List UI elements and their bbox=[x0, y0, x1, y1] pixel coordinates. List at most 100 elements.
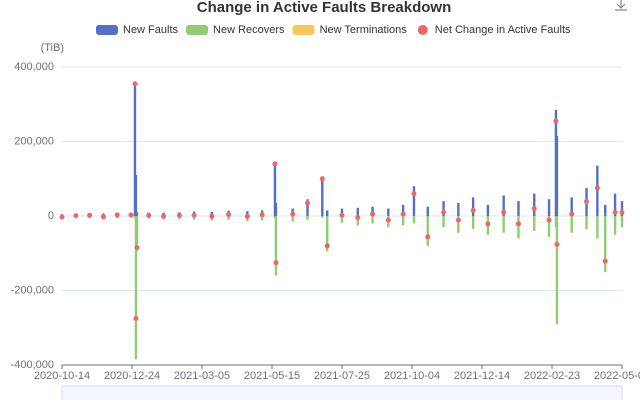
bar bbox=[556, 136, 558, 216]
net-point bbox=[209, 214, 214, 219]
net-point bbox=[370, 212, 375, 217]
x-tick-label: 2021-03-05 bbox=[174, 370, 230, 382]
net-point bbox=[129, 212, 134, 217]
bar bbox=[275, 216, 277, 276]
net-point bbox=[595, 186, 600, 191]
net-point bbox=[73, 213, 78, 218]
net-point bbox=[501, 210, 506, 215]
net-point bbox=[134, 245, 139, 250]
net-point bbox=[569, 212, 574, 217]
bar bbox=[371, 216, 373, 223]
plot bbox=[60, 81, 625, 359]
net-point bbox=[87, 213, 92, 218]
bar bbox=[402, 216, 404, 225]
bar bbox=[596, 166, 598, 216]
legend-swatch bbox=[186, 25, 208, 35]
bar bbox=[427, 207, 429, 216]
x-tick-label: 2021-07-25 bbox=[314, 370, 370, 382]
bar bbox=[387, 209, 389, 216]
y-unit: (TiB) bbox=[41, 42, 64, 54]
net-point bbox=[603, 259, 608, 264]
bar bbox=[533, 216, 535, 231]
chart-title: Change in Active Faults Breakdown bbox=[197, 0, 452, 16]
legend-label: New Recovers bbox=[213, 24, 285, 36]
bar bbox=[571, 216, 573, 233]
bar bbox=[517, 201, 519, 216]
bar bbox=[487, 205, 489, 216]
x-tick-label: 2021-05-15 bbox=[244, 370, 300, 382]
x-tick-label: 2020-12-24 bbox=[104, 370, 160, 382]
bar bbox=[442, 216, 444, 227]
net-point bbox=[101, 214, 106, 219]
net-point bbox=[260, 212, 265, 217]
net-point bbox=[386, 218, 391, 223]
bar bbox=[621, 216, 623, 227]
net-point bbox=[325, 243, 330, 248]
bar bbox=[548, 199, 550, 216]
net-point bbox=[132, 81, 137, 86]
bar bbox=[614, 216, 616, 235]
net-point bbox=[290, 212, 295, 217]
net-point bbox=[425, 234, 430, 239]
bar bbox=[321, 177, 323, 216]
bar bbox=[472, 216, 474, 229]
net-point bbox=[584, 199, 589, 204]
legend-label: Net Change in Active Faults bbox=[435, 24, 571, 36]
bar bbox=[326, 210, 328, 216]
bar bbox=[533, 194, 535, 216]
bar bbox=[427, 216, 429, 246]
download-button[interactable] bbox=[615, 0, 627, 10]
bar bbox=[556, 216, 558, 324]
y-tick-label: 0 bbox=[48, 210, 54, 222]
legend-label: New Faults bbox=[123, 24, 179, 36]
net-point bbox=[115, 212, 120, 217]
net-point bbox=[340, 213, 345, 218]
legend-label: New Terminations bbox=[320, 24, 408, 36]
net-point bbox=[411, 191, 416, 196]
net-point bbox=[516, 221, 521, 226]
legend-swatch bbox=[96, 25, 118, 35]
net-point bbox=[272, 161, 277, 166]
net-point bbox=[245, 214, 250, 219]
bar bbox=[413, 216, 415, 223]
y-tick-label: -200,000 bbox=[11, 284, 54, 296]
net-point bbox=[620, 210, 625, 215]
bar bbox=[321, 216, 323, 218]
bar bbox=[502, 216, 504, 233]
bar bbox=[472, 197, 474, 216]
zoom-slider[interactable] bbox=[62, 386, 622, 400]
bar bbox=[306, 216, 308, 220]
legend-swatch bbox=[293, 25, 315, 35]
net-point bbox=[553, 119, 558, 124]
net-point bbox=[161, 214, 166, 219]
bar bbox=[136, 212, 138, 216]
x-tick-label: 2022-02-23 bbox=[524, 370, 580, 382]
x-tick-label: 2020-10-14 bbox=[34, 370, 90, 382]
net-point bbox=[305, 200, 310, 205]
net-point bbox=[456, 218, 461, 223]
bar bbox=[457, 203, 459, 216]
bar bbox=[413, 186, 415, 216]
net-point bbox=[554, 242, 559, 247]
net-point bbox=[613, 210, 618, 215]
bar bbox=[585, 216, 587, 229]
net-point bbox=[320, 176, 325, 181]
x-tick-label: 2021-10-04 bbox=[384, 370, 440, 382]
legend-swatch bbox=[418, 25, 428, 35]
bar bbox=[292, 216, 294, 222]
net-point bbox=[60, 215, 65, 220]
bar bbox=[517, 216, 519, 238]
bar bbox=[604, 205, 606, 216]
net-point bbox=[401, 212, 406, 217]
bar bbox=[135, 175, 137, 216]
bar bbox=[357, 208, 359, 216]
net-point bbox=[485, 221, 490, 226]
y-tick-label: 400,000 bbox=[14, 61, 54, 73]
net-point bbox=[226, 212, 231, 217]
net-point bbox=[273, 260, 278, 265]
bar bbox=[275, 203, 277, 216]
net-point bbox=[471, 208, 476, 213]
net-point bbox=[547, 218, 552, 223]
net-point bbox=[355, 215, 360, 220]
